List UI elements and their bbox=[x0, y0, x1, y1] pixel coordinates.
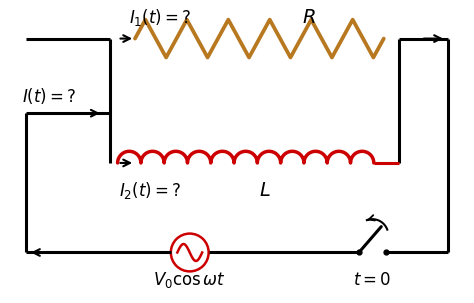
Text: $I_1(t)=?$: $I_1(t)=?$ bbox=[128, 7, 191, 28]
Text: $L$: $L$ bbox=[258, 181, 270, 200]
Text: $R$: $R$ bbox=[302, 8, 316, 27]
Text: $I(t)=?$: $I(t)=?$ bbox=[22, 86, 76, 106]
Text: $t=0$: $t=0$ bbox=[353, 271, 392, 289]
Text: $V_0 \cos \omega t$: $V_0 \cos \omega t$ bbox=[153, 270, 226, 290]
Text: $I_2(t)=?$: $I_2(t)=?$ bbox=[118, 180, 181, 201]
